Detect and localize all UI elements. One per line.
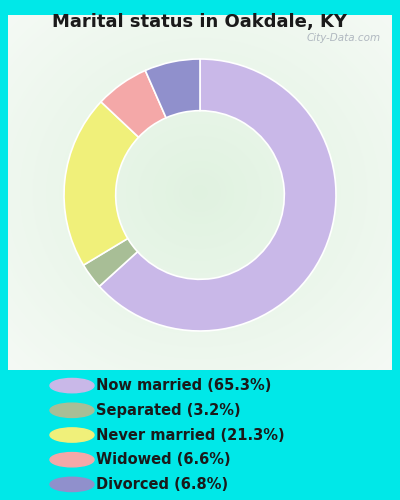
Wedge shape xyxy=(64,102,138,265)
Circle shape xyxy=(50,428,94,442)
Text: Now married (65.3%): Now married (65.3%) xyxy=(96,378,271,393)
Circle shape xyxy=(50,452,94,467)
Wedge shape xyxy=(99,59,336,331)
Wedge shape xyxy=(84,238,138,286)
Wedge shape xyxy=(101,70,166,137)
Circle shape xyxy=(50,403,94,417)
Text: City-Data.com: City-Data.com xyxy=(306,33,380,43)
Text: Separated (3.2%): Separated (3.2%) xyxy=(96,403,241,418)
Wedge shape xyxy=(145,59,200,118)
Text: Marital status in Oakdale, KY: Marital status in Oakdale, KY xyxy=(52,12,348,30)
Text: Never married (21.3%): Never married (21.3%) xyxy=(96,428,285,442)
Circle shape xyxy=(50,477,94,492)
Text: Divorced (6.8%): Divorced (6.8%) xyxy=(96,477,228,492)
Text: Widowed (6.6%): Widowed (6.6%) xyxy=(96,452,231,467)
Circle shape xyxy=(50,378,94,393)
